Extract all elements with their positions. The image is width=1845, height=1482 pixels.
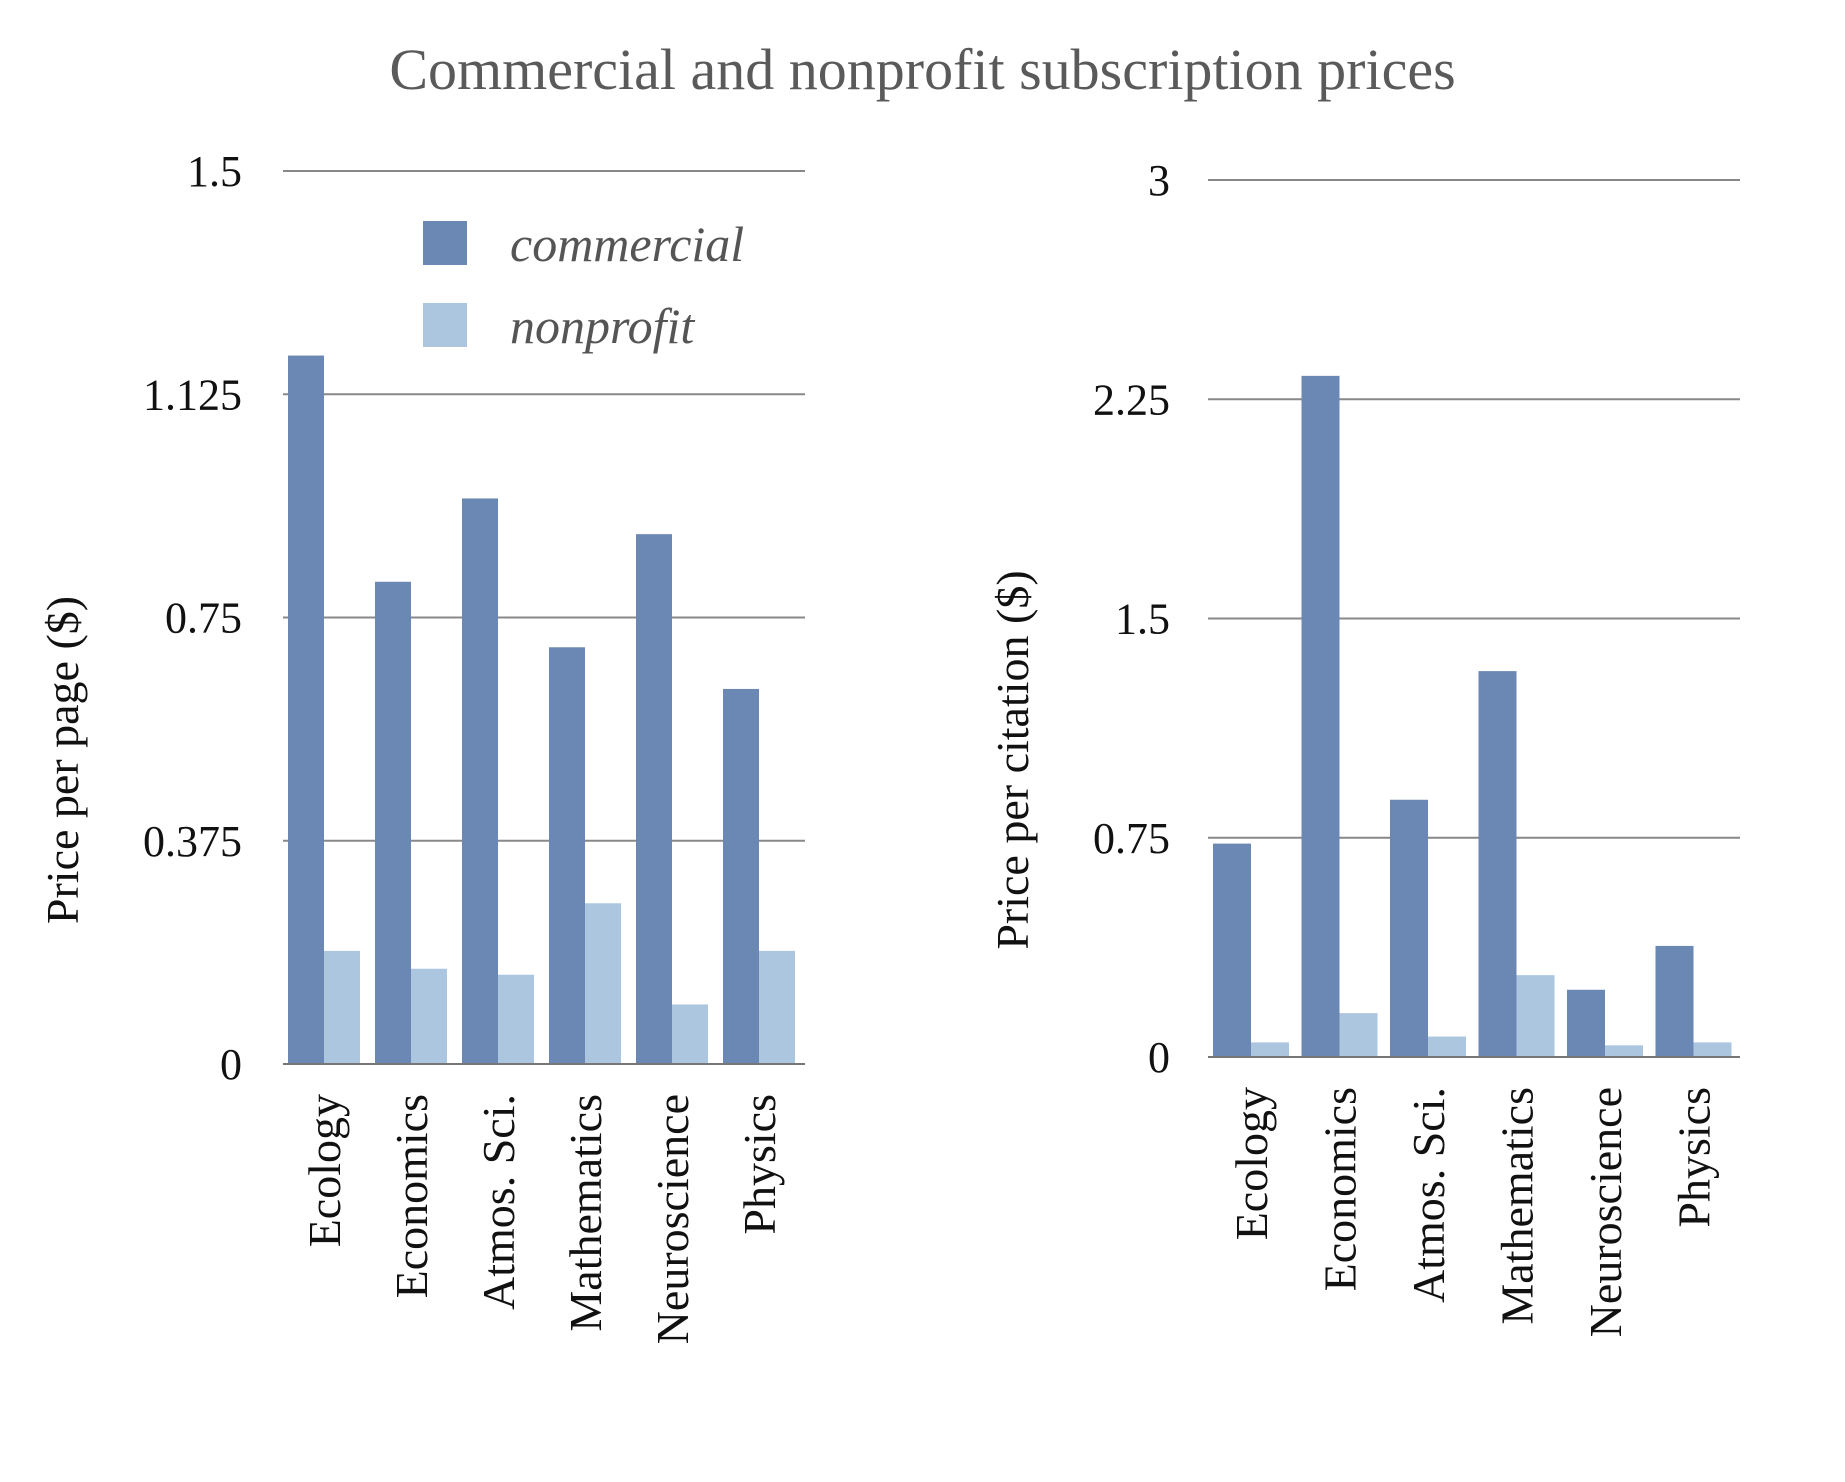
legend-swatch-nonprofit bbox=[423, 303, 467, 347]
y-tick-label: 1.5 bbox=[187, 147, 242, 196]
x-tick-label: Atmos. Sci. bbox=[473, 1094, 524, 1310]
bar-nonprofit-physics bbox=[759, 950, 795, 1064]
y-axis-label: Price per page ($) bbox=[37, 596, 88, 924]
legend-label-nonprofit: nonprofit bbox=[510, 298, 695, 354]
y-tick-label: 1.125 bbox=[143, 370, 242, 419]
y-tick-label: 1.5 bbox=[1115, 595, 1170, 644]
x-tick-label: Neuroscience bbox=[1580, 1087, 1631, 1337]
bar-commercial-physics bbox=[1655, 945, 1694, 1057]
x-tick-label: Atmos. Sci. bbox=[1403, 1087, 1454, 1303]
x-tick-label: Physics bbox=[1669, 1087, 1720, 1228]
bar-nonprofit-ecology bbox=[1251, 1042, 1289, 1057]
bar-nonprofit-neuroscience bbox=[672, 1004, 708, 1064]
bar-nonprofit-mathematics bbox=[585, 903, 621, 1064]
x-tick-label: Mathematics bbox=[560, 1094, 611, 1332]
bar-nonprofit-mathematics bbox=[1516, 975, 1555, 1057]
y-tick-label: 3 bbox=[1148, 156, 1170, 205]
x-tick-label: Economics bbox=[386, 1094, 437, 1298]
x-tick-label: Physics bbox=[734, 1094, 785, 1235]
y-tick-label: 0 bbox=[1148, 1033, 1170, 1082]
bar-nonprofit-atmos-sci bbox=[1428, 1036, 1466, 1057]
bar-commercial-neuroscience bbox=[636, 534, 672, 1064]
bar-commercial-mathematics bbox=[549, 647, 585, 1064]
bar-nonprofit-atmos-sci bbox=[498, 974, 534, 1064]
bar-commercial-neuroscience bbox=[1567, 989, 1605, 1057]
x-tick-label: Economics bbox=[1315, 1087, 1366, 1291]
bar-nonprofit-economics bbox=[1339, 1013, 1378, 1057]
y-axis-label: Price per citation ($) bbox=[987, 570, 1038, 949]
chart-price-per-citation: 0 0.75 1.5 2.25 3 Ecology Economics Atmos. Sci.… bbox=[987, 156, 1740, 1337]
y-tick-label: 0.75 bbox=[165, 594, 242, 643]
y-tick-label: 2.25 bbox=[1093, 375, 1170, 424]
chart-title: Commercial and nonprofit subscription pr… bbox=[389, 37, 1456, 102]
x-tick-label: Neuroscience bbox=[647, 1094, 698, 1344]
bar-commercial-economics bbox=[375, 581, 411, 1064]
legend: commercial nonprofit bbox=[423, 216, 744, 354]
chart-price-per-page: 0 0.375 0.75 1.125 1.5 Ecology Economics Atmos.… bbox=[37, 147, 805, 1344]
bar-commercial-atmos-sci bbox=[1390, 799, 1428, 1057]
x-tick-label: Ecology bbox=[299, 1094, 350, 1247]
y-tick-label: 0.75 bbox=[1093, 814, 1170, 863]
y-tick-label: 0 bbox=[220, 1040, 242, 1089]
x-tick-label: Ecology bbox=[1226, 1087, 1277, 1240]
legend-label-commercial: commercial bbox=[510, 216, 744, 272]
bar-commercial-physics bbox=[723, 688, 759, 1064]
bar-nonprofit-ecology bbox=[324, 950, 360, 1064]
bar-nonprofit-economics bbox=[411, 968, 447, 1064]
bar-commercial-ecology bbox=[288, 355, 324, 1064]
x-tick-label: Mathematics bbox=[1492, 1087, 1543, 1325]
bar-commercial-economics bbox=[1301, 375, 1340, 1057]
bar-commercial-mathematics bbox=[1478, 671, 1517, 1057]
y-tick-label: 0.375 bbox=[143, 817, 242, 866]
bar-commercial-atmos-sci bbox=[462, 498, 498, 1064]
legend-swatch-commercial bbox=[423, 221, 467, 265]
bar-nonprofit-neuroscience bbox=[1605, 1045, 1643, 1057]
bar-nonprofit-physics bbox=[1693, 1042, 1732, 1057]
bar-commercial-ecology bbox=[1213, 843, 1251, 1057]
